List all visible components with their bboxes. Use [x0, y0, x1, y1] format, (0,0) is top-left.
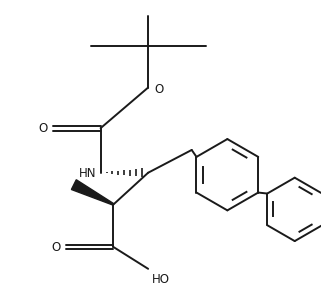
Text: O: O — [52, 241, 61, 253]
Text: O: O — [154, 83, 163, 96]
Text: O: O — [39, 122, 48, 135]
Polygon shape — [71, 180, 114, 205]
Text: HN: HN — [79, 167, 97, 180]
Text: HO: HO — [152, 273, 170, 286]
